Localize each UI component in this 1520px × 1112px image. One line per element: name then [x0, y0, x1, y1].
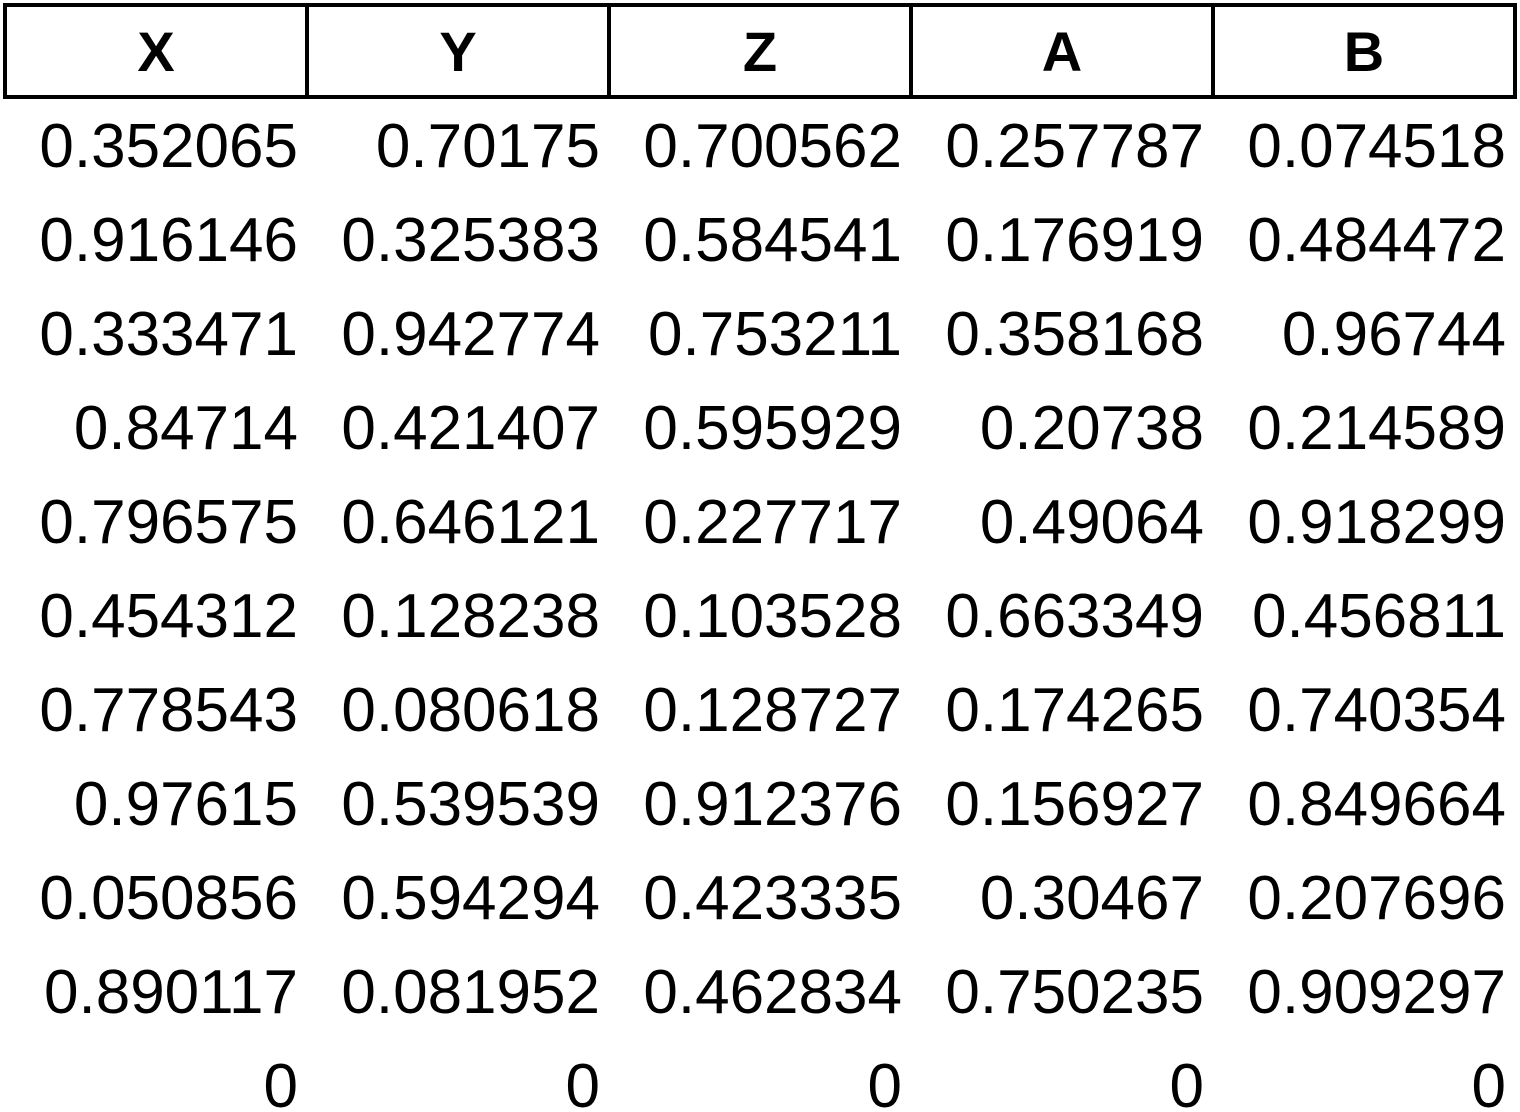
cell: 0: [1471, 1051, 1506, 1112]
cell: 0.176919: [945, 205, 1204, 275]
cell: 0.081952: [341, 957, 600, 1027]
cell: 0.421407: [341, 393, 600, 463]
cell: 0.849664: [1247, 769, 1506, 839]
table-body: 0.352065 0.70175 0.700562 0.257787 0.074518 0…: [5, 97, 1515, 1112]
cell: 0.584541: [643, 205, 902, 275]
cell: 0.257787: [945, 111, 1204, 181]
cell: 0.890117: [44, 957, 298, 1027]
cell: 0.918299: [1247, 487, 1506, 557]
cell: 0.740354: [1247, 675, 1506, 745]
cell: 0.916146: [39, 205, 298, 275]
cell: 0: [263, 1051, 298, 1112]
table-row: 0.84714 0.421407 0.595929 0.20738 0.214589: [5, 381, 1515, 475]
cell: 0.050856: [39, 863, 298, 933]
table-row: 0.916146 0.325383 0.584541 0.176919 0.484472: [5, 193, 1515, 287]
cell: 0.646121: [341, 487, 600, 557]
header-cell: B: [1211, 3, 1517, 99]
cell: 0.84714: [73, 393, 298, 463]
cell: 0.96744: [1281, 299, 1506, 369]
cell: 0.942774: [341, 299, 600, 369]
header-cell: Z: [607, 3, 913, 99]
table-row: 0.97615 0.539539 0.912376 0.156927 0.849664: [5, 757, 1515, 851]
cell: 0.128238: [341, 581, 600, 651]
cell: 0.423335: [643, 863, 902, 933]
cell: 0.595929: [643, 393, 902, 463]
cell: 0.358168: [945, 299, 1204, 369]
cell: 0.462834: [643, 957, 902, 1027]
table-row: 0.352065 0.70175 0.700562 0.257787 0.074518: [5, 97, 1515, 193]
table-row: 0.333471 0.942774 0.753211 0.358168 0.96744: [5, 287, 1515, 381]
cell: 0.227717: [643, 487, 902, 557]
cell: 0.30467: [979, 863, 1204, 933]
cell: 0.663349: [945, 581, 1204, 651]
cell: 0.778543: [39, 675, 298, 745]
cell: 0: [1169, 1051, 1204, 1112]
cell: 0: [565, 1051, 600, 1112]
header-cell: X: [3, 3, 309, 99]
cell: 0.454312: [39, 581, 298, 651]
cell: 0.456811: [1252, 581, 1506, 651]
cell: 0.753211: [648, 299, 902, 369]
cell: 0.128727: [643, 675, 902, 745]
cell: 0.750235: [945, 957, 1204, 1027]
cell: 0.214589: [1247, 393, 1506, 463]
cell: 0.70175: [375, 111, 600, 181]
cell: 0.796575: [39, 487, 298, 557]
cell: 0.103528: [643, 581, 902, 651]
header-cell: A: [909, 3, 1215, 99]
cell: 0.080618: [341, 675, 600, 745]
table-row: 0.796575 0.646121 0.227717 0.49064 0.918299: [5, 475, 1515, 569]
cell: 0.97615: [73, 769, 298, 839]
table-row: 0.050856 0.594294 0.423335 0.30467 0.207696: [5, 851, 1515, 945]
cell: 0.909297: [1247, 957, 1506, 1027]
cell: 0.912376: [643, 769, 902, 839]
cell: 0.700562: [643, 111, 902, 181]
cell: 0.539539: [341, 769, 600, 839]
table-row: 0.890117 0.081952 0.462834 0.750235 0.909297: [5, 945, 1515, 1039]
cell: 0.352065: [39, 111, 298, 181]
cell: 0.594294: [341, 863, 600, 933]
cell: 0.484472: [1247, 205, 1506, 275]
header-cell: Y: [305, 3, 611, 99]
cell: 0.207696: [1247, 863, 1506, 933]
table-row: 0 0 0 0 0: [5, 1039, 1515, 1112]
table-row: 0.778543 0.080618 0.128727 0.174265 0.740354: [5, 663, 1515, 757]
cell: 0.156927: [945, 769, 1204, 839]
cell: 0.174265: [945, 675, 1204, 745]
cell: 0.333471: [39, 299, 298, 369]
cell: 0: [867, 1051, 902, 1112]
cell: 0.325383: [341, 205, 600, 275]
cell: 0.074518: [1247, 111, 1506, 181]
cell: 0.49064: [979, 487, 1204, 557]
table-row: 0.454312 0.128238 0.103528 0.663349 0.456811: [5, 569, 1515, 663]
cell: 0.20738: [979, 393, 1204, 463]
